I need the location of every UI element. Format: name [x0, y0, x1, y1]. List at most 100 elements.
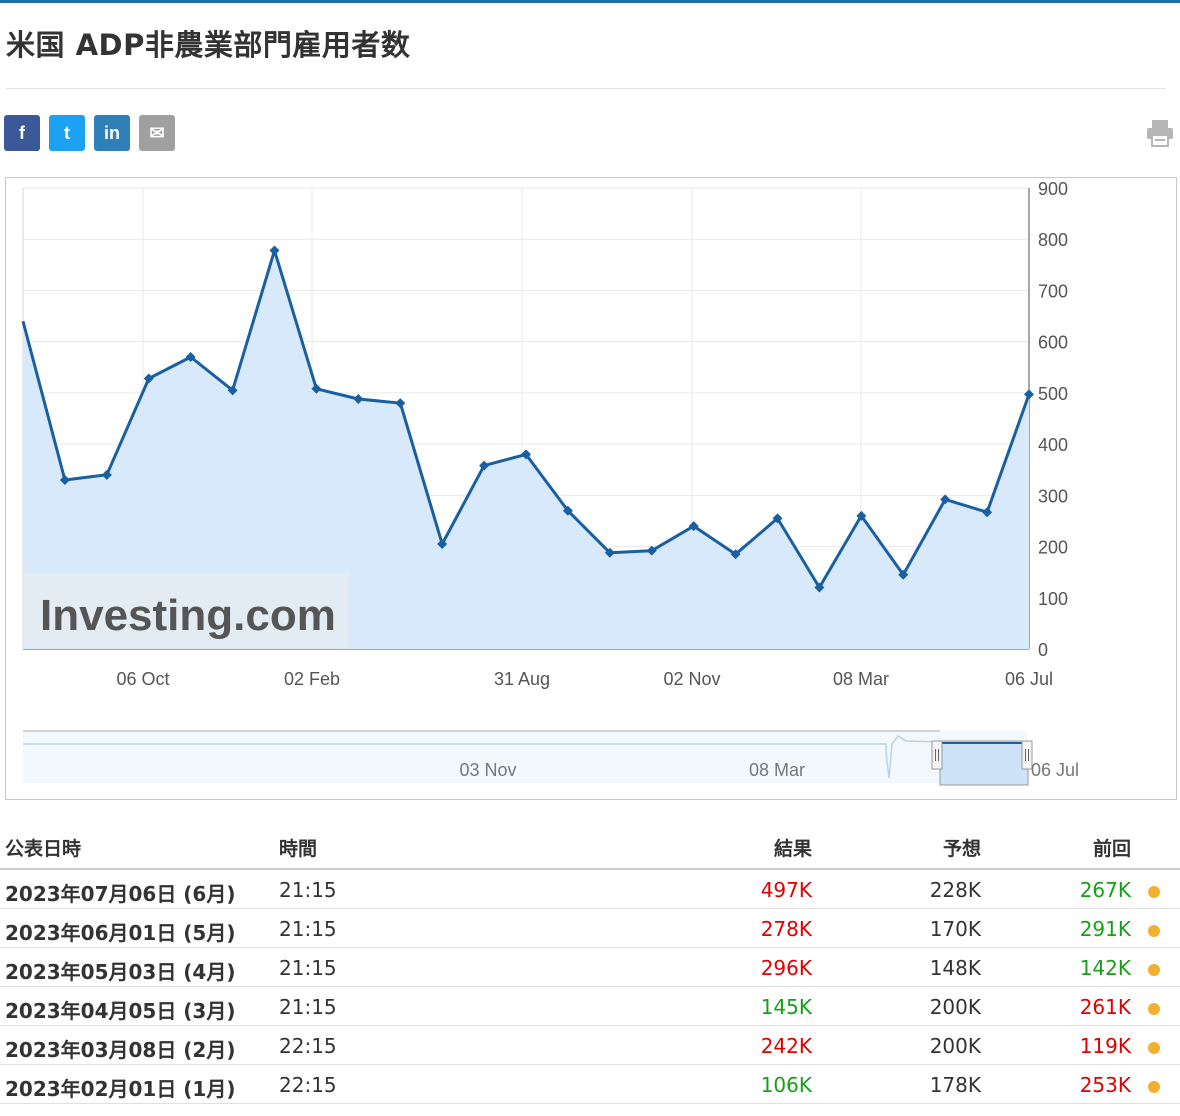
table-row: 2023年02月01日 (1月) 22:15 106K 178K 253K [0, 1065, 1180, 1104]
series-area [23, 250, 1029, 649]
header-date: 公表日時 [5, 838, 82, 860]
table-row: 2023年03月08日 (2月) 22:15 242K 200K 119K [0, 1026, 1180, 1065]
navigator-series [23, 734, 941, 779]
data-point-marker [646, 545, 657, 556]
y-tick-label: 500 [1038, 384, 1068, 404]
table-row: 2023年04月05日 (3月) 21:15 145K 200K 261K [0, 987, 1180, 1026]
header-previous: 前回 [1092, 838, 1131, 860]
previous-value: 142K [1079, 956, 1131, 980]
release-time: 21:15 [279, 995, 337, 1019]
data-point-marker [227, 385, 238, 396]
print-icon[interactable] [1146, 118, 1174, 148]
y-tick-label: 700 [1038, 281, 1068, 301]
forecast-value: 148K [929, 956, 981, 980]
data-point-marker [562, 505, 573, 516]
x-tick-label: 31 Aug [494, 669, 550, 689]
importance-dot-icon [1148, 1003, 1160, 1015]
importance-dot-icon [1148, 1042, 1160, 1054]
release-time: 22:15 [279, 1073, 337, 1097]
table-row: 2023年06月01日 (5月) 21:15 278K 170K 291K [0, 909, 1180, 948]
x-tick-label: 02 Nov [663, 669, 720, 689]
table-row: 2023年07月06日 (6月) 21:15 497K 228K 267K [0, 870, 1180, 909]
forecast-value: 200K [929, 1034, 981, 1058]
importance-dot-icon [1148, 925, 1160, 937]
release-date: 2023年02月01日 (1月) [5, 1077, 236, 1101]
data-point-marker [59, 474, 70, 485]
actual-value: 296K [760, 956, 812, 980]
previous-value: 119K [1079, 1034, 1131, 1058]
release-time: 21:15 [279, 956, 337, 980]
navigator-handle[interactable] [931, 740, 943, 770]
forecast-value: 178K [929, 1073, 981, 1097]
header-actual: 結果 [773, 838, 812, 860]
table-row: 2023年05月03日 (4月) 21:15 296K 148K 142K [0, 948, 1180, 987]
navigator-handle[interactable] [1021, 740, 1033, 770]
actual-value: 106K [760, 1073, 812, 1097]
data-point-marker [101, 469, 112, 480]
data-point-marker [898, 569, 909, 580]
forecast-value: 228K [929, 878, 981, 902]
chart-container: 900 800 700 600 500 400 300 200 100 0 06 Oct 02 Feb… [5, 177, 1177, 800]
release-date: 2023年03月08日 (2月) [5, 1038, 236, 1062]
previous-value: 291K [1079, 917, 1131, 941]
investing-logo: Investing.com [40, 591, 336, 640]
data-point-marker [730, 549, 741, 560]
actual-value: 278K [760, 917, 812, 941]
data-point-marker [688, 521, 699, 532]
y-tick-label: 800 [1038, 230, 1068, 250]
data-point-marker [1024, 389, 1034, 400]
x-tick-label: 06 Jul [1005, 669, 1053, 689]
page-title: 米国 ADP非農業部門雇用者数 [6, 28, 411, 62]
navigator-tick-label: 03 Nov [459, 760, 516, 780]
data-point-marker [353, 394, 364, 405]
release-date: 2023年04月05日 (3月) [5, 999, 236, 1023]
data-point-marker [982, 507, 993, 518]
importance-dot-icon [1148, 964, 1160, 976]
navigator-tick-label: 08 Mar [749, 760, 805, 780]
y-tick-label: 100 [1038, 589, 1068, 609]
top-accent-line [0, 0, 1180, 3]
y-tick-label: 900 [1038, 179, 1068, 199]
forecast-value: 200K [929, 995, 981, 1019]
navigator-tick-label: 06 Jul [1031, 760, 1079, 780]
release-date: 2023年07月06日 (6月) [5, 882, 236, 906]
actual-value: 497K [760, 878, 812, 902]
previous-value: 261K [1079, 995, 1131, 1019]
y-tick-label: 600 [1038, 333, 1068, 353]
data-point-marker [269, 245, 280, 256]
email-share-icon[interactable]: ✉ [139, 115, 175, 151]
data-point-marker [437, 538, 448, 549]
data-point-marker [940, 494, 951, 505]
release-time: 22:15 [279, 1034, 337, 1058]
title-divider [6, 88, 1166, 89]
release-time: 21:15 [279, 878, 337, 902]
y-tick-label: 200 [1038, 538, 1068, 558]
linkedin-share-icon[interactable]: in [94, 115, 130, 151]
data-point-marker [521, 449, 531, 460]
table-body: 2023年07月06日 (6月) 21:15 497K 228K 267K 2023年06… [0, 870, 1180, 1104]
facebook-share-icon[interactable]: f [4, 115, 40, 151]
chart-svg: 900 800 700 600 500 400 300 200 100 0 06 Oct 02 Feb… [21, 179, 1079, 786]
table-header: 公表日時 時間 結果 予想 前回 [0, 826, 1180, 870]
navigator-selection [939, 740, 1029, 786]
data-point-marker [311, 383, 322, 394]
data-point-marker [479, 460, 490, 471]
importance-dot-icon [1148, 886, 1160, 898]
x-tick-label: 08 Mar [833, 669, 889, 689]
header-forecast: 予想 [942, 838, 981, 860]
data-point-marker [856, 510, 867, 521]
release-time: 21:15 [279, 917, 337, 941]
twitter-share-icon[interactable]: t [49, 115, 85, 151]
release-date: 2023年05月03日 (4月) [5, 960, 236, 984]
y-tick-label: 400 [1038, 435, 1068, 455]
release-table: 公表日時 時間 結果 予想 前回 2023年07月06日 (6月) 21:15 49… [0, 826, 1180, 1104]
data-point-marker [395, 398, 406, 409]
data-point-marker [185, 352, 196, 363]
previous-value: 253K [1079, 1073, 1131, 1097]
forecast-value: 170K [929, 917, 981, 941]
navigator-background [23, 731, 1027, 783]
watermark-background [24, 573, 349, 648]
release-date: 2023年06月01日 (5月) [5, 921, 236, 945]
actual-value: 242K [760, 1034, 812, 1058]
data-point-marker [143, 373, 154, 384]
